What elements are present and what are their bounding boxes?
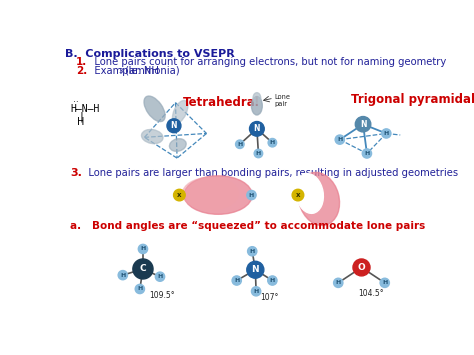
Text: 3.: 3. — [70, 168, 82, 178]
Ellipse shape — [184, 176, 252, 214]
Text: H: H — [137, 286, 143, 291]
Text: H: H — [234, 278, 239, 283]
Text: N: N — [360, 120, 366, 129]
Ellipse shape — [144, 96, 165, 122]
Text: H: H — [270, 278, 275, 283]
Text: a.   Bond angles are “squeezed” to accommodate lone pairs: a. Bond angles are “squeezed” to accommo… — [70, 221, 425, 231]
Text: 109.5°: 109.5° — [149, 290, 175, 300]
Text: Lone pairs count for arranging electrons, but not for naming geometry: Lone pairs count for arranging electrons… — [85, 57, 446, 67]
Circle shape — [268, 138, 277, 147]
Text: 107°: 107° — [260, 293, 278, 302]
Circle shape — [251, 287, 261, 296]
Text: H: H — [77, 117, 84, 127]
Ellipse shape — [182, 178, 238, 210]
Circle shape — [292, 189, 304, 201]
Text: H: H — [383, 131, 389, 136]
Text: H: H — [337, 137, 342, 142]
Circle shape — [247, 190, 256, 200]
Text: H: H — [140, 246, 146, 251]
Circle shape — [268, 276, 277, 285]
Text: H: H — [336, 280, 341, 285]
Text: Example: NH: Example: NH — [85, 66, 159, 76]
Ellipse shape — [142, 130, 163, 144]
Text: H: H — [365, 151, 370, 156]
Text: ··: ·· — [73, 98, 79, 107]
Circle shape — [382, 129, 391, 138]
Text: Trigonal pyramidal: Trigonal pyramidal — [351, 93, 474, 106]
Circle shape — [133, 259, 153, 279]
Text: H: H — [237, 142, 242, 147]
Circle shape — [380, 278, 390, 288]
Text: H: H — [249, 192, 254, 198]
Text: Lone pairs are larger than bonding pairs, resulting in adjusted geometries: Lone pairs are larger than bonding pairs… — [79, 168, 458, 178]
Text: H: H — [250, 249, 255, 254]
Text: H: H — [254, 289, 259, 294]
Circle shape — [356, 116, 371, 132]
Text: x: x — [296, 192, 300, 198]
Circle shape — [155, 272, 164, 281]
Text: O: O — [357, 263, 365, 272]
Text: 2.: 2. — [76, 66, 88, 76]
Text: H: H — [382, 280, 387, 285]
Circle shape — [138, 244, 147, 253]
Circle shape — [334, 278, 343, 288]
Text: (ammonia): (ammonia) — [122, 66, 180, 76]
Text: |: | — [79, 112, 84, 122]
Circle shape — [254, 149, 263, 158]
Text: Lone
pair: Lone pair — [274, 94, 290, 107]
Circle shape — [249, 121, 264, 136]
Text: 3: 3 — [118, 67, 123, 73]
Circle shape — [167, 119, 181, 133]
Text: N: N — [254, 124, 260, 133]
Text: N: N — [252, 265, 259, 274]
Circle shape — [247, 261, 264, 278]
Text: B.  Complications to VSEPR: B. Complications to VSEPR — [65, 49, 235, 59]
Ellipse shape — [298, 173, 339, 225]
Circle shape — [236, 140, 244, 148]
Ellipse shape — [251, 97, 262, 115]
Circle shape — [335, 135, 345, 144]
Ellipse shape — [253, 93, 261, 103]
Text: H: H — [120, 273, 126, 278]
Ellipse shape — [173, 100, 188, 124]
Text: H–N–H: H–N–H — [70, 104, 100, 114]
Text: N: N — [171, 121, 177, 130]
Circle shape — [135, 284, 145, 294]
Text: C: C — [140, 264, 146, 273]
Text: H: H — [157, 274, 163, 279]
Circle shape — [118, 271, 128, 280]
Circle shape — [247, 247, 257, 256]
Circle shape — [232, 276, 241, 285]
Ellipse shape — [169, 139, 186, 151]
Text: 1.: 1. — [76, 57, 88, 67]
Text: x: x — [177, 192, 182, 198]
Text: 104.5°: 104.5° — [358, 289, 384, 298]
Text: Tetrahedral: Tetrahedral — [183, 97, 260, 109]
Circle shape — [173, 189, 185, 201]
Ellipse shape — [296, 174, 323, 213]
Circle shape — [353, 259, 370, 276]
Text: H: H — [270, 140, 275, 145]
Text: H: H — [256, 151, 261, 156]
Circle shape — [362, 149, 372, 158]
